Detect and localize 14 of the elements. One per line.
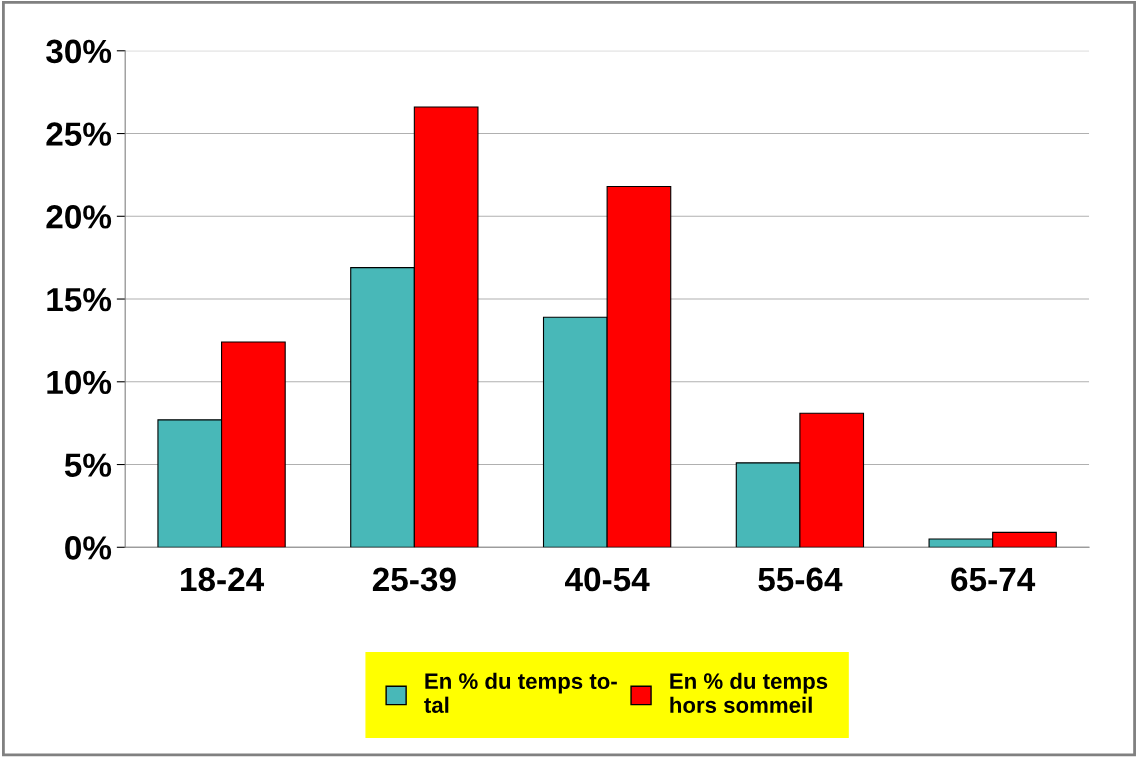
y-tick-label: 10% <box>47 370 112 395</box>
y-tick-label: 30% <box>46 39 112 64</box>
y-tick-label: 15% <box>47 287 112 312</box>
x-tick-label: 18-24 <box>181 567 265 592</box>
y-tick-label: 0% <box>65 536 112 560</box>
x-tick-label: 55-64 <box>758 567 843 592</box>
legend-label: En % du temps to- tal <box>424 672 617 713</box>
x-tick-label: 25-39 <box>372 567 456 592</box>
legend-label: En % du temps hors sommeil <box>670 672 828 713</box>
y-tick-label: 20% <box>46 205 112 229</box>
x-tick-label: 40-54 <box>565 567 650 592</box>
y-tick-label: 5% <box>64 453 112 477</box>
y-tick-label: 25% <box>46 122 112 146</box>
x-tick-label: 65-74 <box>951 567 1036 592</box>
